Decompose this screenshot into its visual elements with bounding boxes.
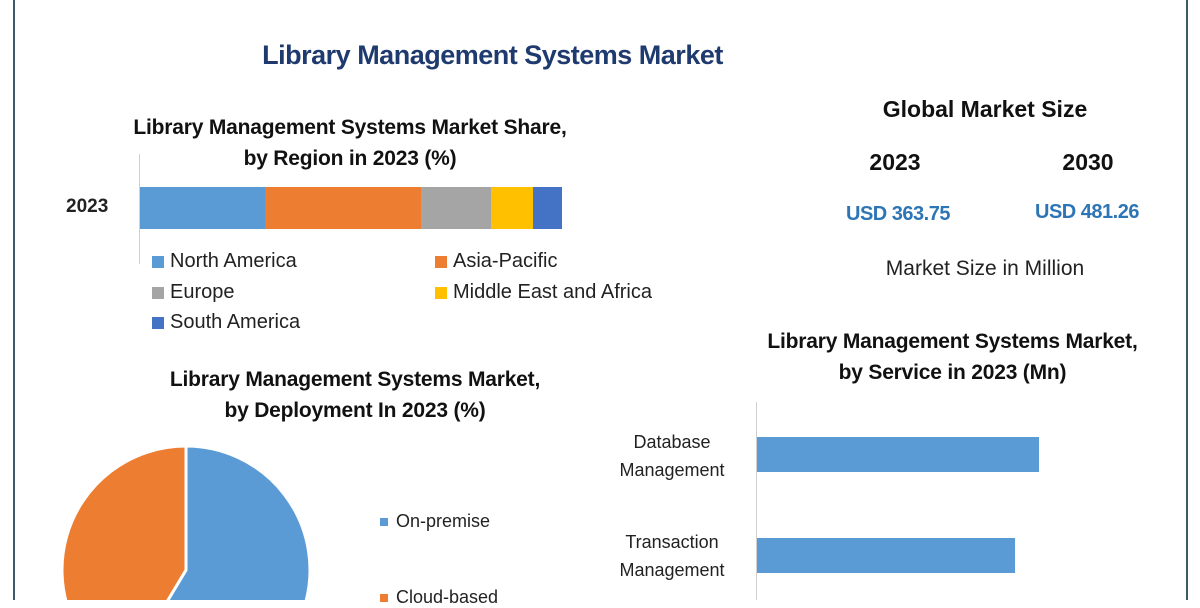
legend-cloud-based: Cloud-based	[380, 587, 498, 608]
year-2030-label: 2030	[1062, 149, 1114, 175]
legend-label: Middle East and Africa	[453, 281, 652, 303]
infographic-title: Library Management Systems Market	[262, 40, 723, 70]
left-frame-border	[13, 0, 15, 600]
legend-label: On-premise	[396, 511, 491, 531]
legend-swatch-icon	[152, 286, 164, 299]
bar-segment-south-america	[533, 187, 562, 229]
region-chart-title-line-2: by Region in 2023 (%)	[243, 147, 457, 170]
bar-segment-north-america	[140, 187, 265, 229]
bar-transaction-management	[757, 538, 1015, 573]
right-frame-border	[1186, 0, 1188, 600]
legend-swatch-icon	[435, 286, 447, 299]
legend-label: Cloud-based	[396, 587, 499, 607]
region-chart-axis	[139, 154, 140, 264]
service-category-database-management: Database Management	[597, 428, 747, 484]
legend-label: Europe	[170, 281, 235, 303]
legend-swatch-icon	[380, 517, 388, 526]
category-label-line: Management	[619, 560, 725, 580]
pie-slice-on-premise	[166, 444, 312, 600]
deployment-chart-title-line-2: by Deployment In 2023 (%)	[224, 399, 486, 422]
legend-swatch-icon	[152, 255, 164, 268]
legend-label: North America	[170, 250, 297, 272]
category-label-line: Transaction	[625, 532, 719, 552]
legend-north-america: North America	[152, 250, 297, 273]
category-label-line: Database	[633, 432, 711, 452]
service-chart-title-line-1: Library Management Systems Market,	[767, 330, 1138, 353]
service-chart-axis	[756, 402, 757, 600]
legend-south-america: South America	[152, 311, 300, 334]
bar-segment-asia-pacific	[264, 187, 422, 229]
market-value-2030: USD 481.26	[1035, 201, 1139, 223]
service-chart-title-line-2: by Service in 2023 (Mn)	[838, 361, 1067, 384]
legend-swatch-icon	[435, 255, 447, 268]
region-chart-title: Library Management Systems Market Share,…	[80, 112, 620, 174]
deployment-chart-title: Library Management Systems Market, by De…	[80, 364, 630, 426]
legend-asia-pacific: Asia-Pacific	[435, 250, 557, 273]
category-label-line: Management	[619, 460, 725, 480]
legend-swatch-icon	[152, 316, 164, 329]
legend-europe: Europe	[152, 281, 235, 304]
legend-swatch-icon	[380, 593, 388, 602]
legend-label: Asia-Pacific	[453, 250, 558, 272]
service-chart-title: Library Management Systems Market, by Se…	[700, 326, 1200, 388]
global-market-size-title: Global Market Size	[882, 96, 1088, 122]
market-value-2023: USD 363.75	[846, 203, 950, 225]
bar-segment-middle-east-africa	[491, 187, 534, 229]
pie-slice-cloud-based	[60, 444, 188, 600]
deployment-chart-title-line-1: Library Management Systems Market,	[169, 368, 541, 391]
bar-database-management	[757, 437, 1039, 472]
legend-label: South America	[170, 311, 301, 333]
legend-on-premise: On-premise	[380, 511, 490, 532]
year-2023-label: 2023	[869, 149, 921, 175]
region-chart-title-line-1: Library Management Systems Market Share,	[133, 116, 567, 139]
region-stacked-bar	[140, 187, 562, 229]
legend-middle-east-africa: Middle East and Africa	[435, 281, 652, 304]
region-chart-category-label: 2023	[66, 196, 109, 217]
market-size-unit-note: Market Size in Million	[885, 257, 1085, 280]
service-category-transaction-management: Transaction Management	[597, 528, 747, 584]
bar-segment-europe	[421, 187, 492, 229]
